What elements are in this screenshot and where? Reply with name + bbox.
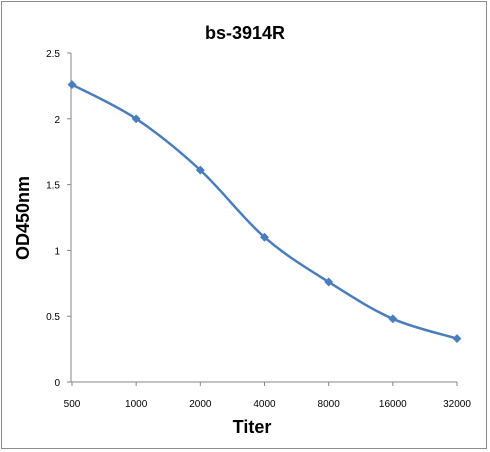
data-point-marker xyxy=(67,80,77,90)
data-point-marker xyxy=(452,334,462,344)
y-tick-label: 1.5 xyxy=(46,181,60,192)
x-tick-label: 1000 xyxy=(125,399,148,410)
x-tick-label: 32000 xyxy=(443,399,471,410)
data-point-marker xyxy=(131,114,141,124)
chart-title: bs-3914R xyxy=(205,23,285,43)
y-axis-title: OD450nm xyxy=(13,176,33,260)
x-axis-ticks: 500 1000 2000 4000 8000 16000 32000 xyxy=(64,382,471,410)
x-tick-label: 2000 xyxy=(189,399,212,410)
y-tick-label: 0.5 xyxy=(46,312,60,323)
x-tick-label: 8000 xyxy=(318,399,341,410)
series-line xyxy=(71,83,458,340)
data-point-marker xyxy=(324,277,334,287)
data-point-marker xyxy=(259,232,270,242)
data-point-marker xyxy=(195,165,205,175)
y-tick-label: 2 xyxy=(54,115,60,126)
y-axis-ticks: 0 0.5 1 1.5 2 2.5 xyxy=(46,49,71,389)
x-axis-title: Titer xyxy=(233,417,272,437)
y-tick-label: 2.5 xyxy=(46,49,60,60)
data-point-marker xyxy=(388,314,398,324)
axes xyxy=(70,53,457,383)
x-tick-label: 500 xyxy=(64,399,81,410)
y-tick-label: 1 xyxy=(54,246,60,257)
x-tick-label: 16000 xyxy=(379,399,407,410)
y-tick-label: 0 xyxy=(54,378,60,389)
series-group xyxy=(67,80,462,344)
x-tick-label: 4000 xyxy=(253,399,276,410)
